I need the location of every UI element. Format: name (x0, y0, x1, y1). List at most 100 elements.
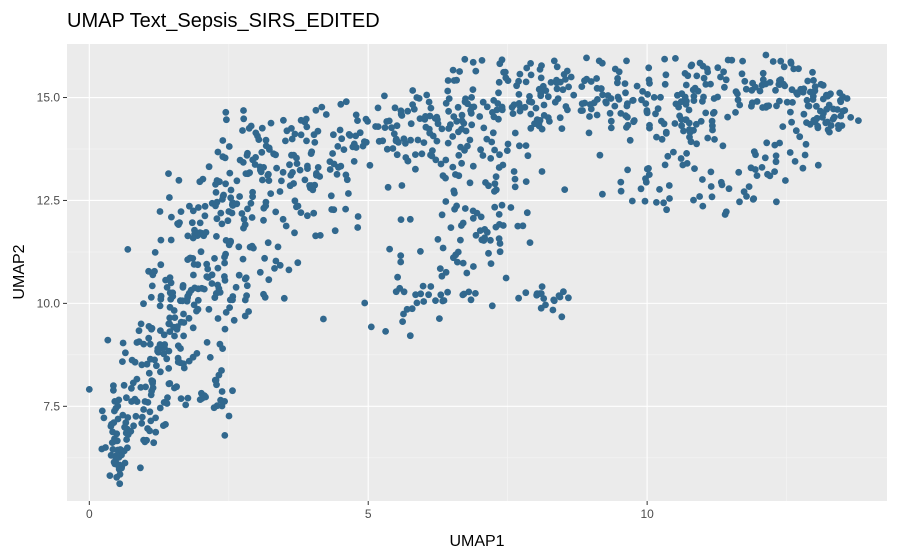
data-point (809, 92, 817, 100)
data-point (191, 284, 199, 292)
data-point (230, 316, 238, 324)
data-point (146, 408, 154, 416)
data-point (393, 122, 401, 130)
data-point (839, 93, 847, 101)
data-point (787, 108, 794, 116)
data-point (218, 220, 226, 228)
data-point (318, 103, 326, 111)
data-point (804, 77, 812, 85)
data-point (196, 229, 204, 237)
data-point (366, 161, 374, 169)
data-point (342, 205, 349, 213)
data-point (756, 87, 764, 95)
data-point (467, 296, 475, 304)
data-point (239, 159, 247, 166)
data-point (327, 192, 335, 200)
data-point (681, 70, 689, 77)
data-point (495, 164, 503, 171)
data-point (549, 306, 557, 314)
data-point (210, 404, 218, 412)
data-point (596, 151, 604, 159)
data-point (487, 236, 494, 244)
data-point (278, 177, 285, 185)
data-point (732, 109, 739, 116)
data-point (238, 210, 246, 217)
data-point (241, 275, 249, 283)
data-point (156, 341, 164, 348)
data-point (660, 199, 667, 207)
data-point (611, 65, 619, 73)
data-point (261, 254, 268, 262)
data-point (174, 323, 181, 330)
data-point (561, 186, 569, 194)
data-point (724, 113, 731, 121)
data-point (235, 271, 243, 279)
data-point (293, 160, 301, 168)
data-point (458, 111, 466, 119)
data-point (222, 309, 230, 316)
data-point (680, 127, 687, 135)
data-point (166, 274, 174, 281)
data-point (483, 135, 491, 143)
data-point (777, 76, 785, 83)
data-point (772, 152, 780, 160)
data-point (137, 384, 145, 391)
data-point (402, 139, 409, 147)
data-point (145, 369, 153, 377)
data-point (163, 284, 171, 291)
data-point (217, 396, 225, 404)
data-point (449, 66, 457, 74)
data-point (751, 166, 759, 173)
data-point (444, 87, 452, 95)
data-point (156, 404, 164, 412)
data-point (447, 224, 455, 232)
data-point (837, 112, 845, 120)
data-point (626, 136, 634, 144)
data-point (138, 413, 146, 421)
data-point (736, 198, 743, 206)
data-point (454, 248, 462, 256)
data-point (623, 124, 630, 131)
data-point (581, 77, 588, 85)
data-point (276, 188, 284, 195)
data-point (390, 130, 398, 138)
data-point (279, 215, 287, 223)
data-point (814, 161, 822, 169)
data-point (201, 202, 209, 210)
data-point (495, 211, 503, 218)
data-point (123, 436, 130, 443)
data-point (188, 219, 196, 227)
data-point (487, 155, 495, 162)
x-tick-label: 10 (640, 507, 654, 521)
data-point (583, 54, 590, 62)
data-point (586, 101, 594, 108)
data-point (100, 414, 108, 422)
data-point (182, 401, 190, 409)
data-point (122, 349, 129, 357)
data-point (771, 141, 779, 149)
data-point (247, 199, 255, 207)
data-point (203, 339, 211, 346)
data-point (148, 377, 156, 385)
data-point (140, 300, 147, 308)
data-point (110, 382, 117, 390)
data-point (783, 98, 791, 106)
data-point (735, 168, 743, 176)
data-point (461, 205, 469, 212)
data-point (156, 208, 164, 215)
data-point (639, 88, 646, 95)
data-point (240, 107, 247, 114)
data-point (166, 380, 174, 387)
data-point (492, 173, 500, 181)
data-point (482, 179, 489, 186)
data-point (260, 216, 267, 224)
data-point (522, 78, 530, 86)
data-point (166, 303, 174, 311)
data-point (219, 196, 226, 203)
data-point (171, 314, 179, 321)
data-point (470, 263, 477, 270)
data-point (547, 79, 555, 86)
data-point (551, 98, 559, 106)
data-point (527, 110, 535, 118)
data-point (777, 57, 785, 65)
